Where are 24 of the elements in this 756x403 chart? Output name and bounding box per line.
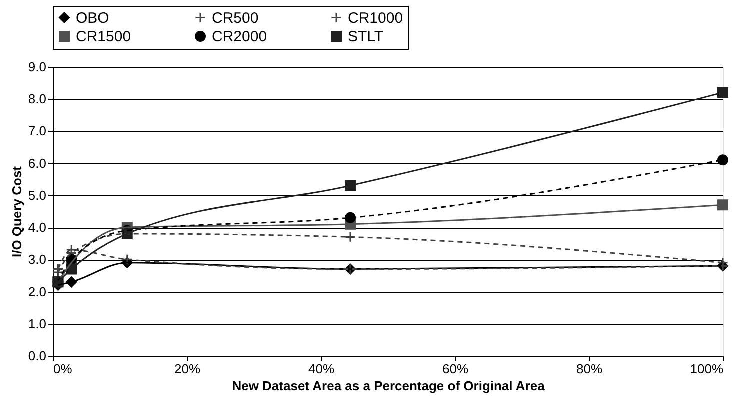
x-tick-label: 80% xyxy=(576,362,603,376)
x-axis-title: New Dataset Area as a Percentage of Original Area xyxy=(232,378,546,394)
legend-label: OBO xyxy=(76,10,110,27)
y-tick-label: 0.0 xyxy=(28,348,46,364)
legend-label: CR1500 xyxy=(76,28,132,46)
y-tick-label: 3.0 xyxy=(28,252,46,268)
y-axis-title: I/O Query Cost xyxy=(9,166,24,258)
y-tick-label: 1.0 xyxy=(28,316,46,332)
legend-label: CR1000 xyxy=(348,10,404,27)
legend-label: STLT xyxy=(348,28,384,46)
x-tick-label: 100% xyxy=(690,362,724,376)
x-tick-label: 40% xyxy=(308,362,335,376)
legend-label: CR2000 xyxy=(212,28,268,46)
y-tick-label: 2.0 xyxy=(28,284,46,300)
y-tick-label: 7.0 xyxy=(28,124,46,139)
y-tick-label: 6.0 xyxy=(28,156,46,171)
y-tick-label: 9.0 xyxy=(28,60,46,74)
y-tick-label: 4.0 xyxy=(28,220,46,236)
x-tick-label: 60% xyxy=(442,362,469,376)
legend-label: CR500 xyxy=(212,10,259,27)
y-tick-label: 8.0 xyxy=(28,92,46,107)
y-tick-label: 5.0 xyxy=(28,188,46,203)
x-tick-label: 20% xyxy=(174,362,201,376)
x-tick-label: 0% xyxy=(54,362,73,376)
